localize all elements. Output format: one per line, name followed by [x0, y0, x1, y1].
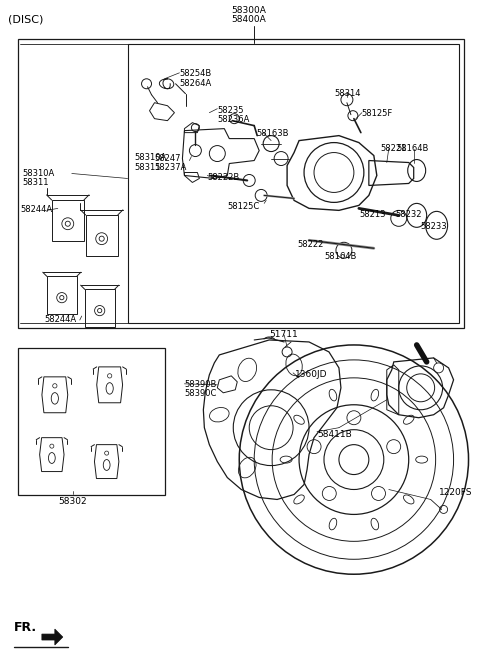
Text: 58244A: 58244A: [45, 315, 77, 324]
Text: 58302: 58302: [59, 498, 87, 507]
Text: 58411B: 58411B: [317, 430, 352, 439]
Text: (DISC): (DISC): [8, 15, 43, 25]
Text: 58247: 58247: [155, 154, 181, 163]
Text: 58314: 58314: [334, 89, 360, 98]
Text: FR.: FR.: [14, 621, 37, 634]
Text: 58125C: 58125C: [228, 202, 260, 212]
Text: 1360JD: 1360JD: [295, 370, 327, 379]
Text: 58236A: 58236A: [217, 115, 250, 124]
Text: 58237A: 58237A: [155, 163, 187, 171]
Text: 58235: 58235: [217, 105, 244, 115]
Text: 58221: 58221: [381, 144, 407, 153]
Text: 58310A: 58310A: [134, 152, 167, 161]
Text: 58264A: 58264A: [180, 79, 212, 88]
Text: 58233: 58233: [420, 222, 447, 231]
Text: 58254B: 58254B: [180, 69, 212, 78]
Text: 1220FS: 1220FS: [439, 488, 472, 496]
Text: 58222: 58222: [297, 241, 324, 249]
Text: 58311: 58311: [134, 163, 161, 171]
Polygon shape: [42, 629, 63, 645]
Bar: [18, 348, 166, 496]
Text: 58311: 58311: [22, 179, 48, 187]
Text: 58164B: 58164B: [324, 252, 356, 261]
Text: 58310A: 58310A: [22, 169, 54, 177]
Text: 58400A: 58400A: [231, 15, 266, 24]
Text: 58390B: 58390B: [184, 380, 217, 389]
Text: 58232: 58232: [396, 210, 422, 219]
Bar: [18, 39, 464, 328]
Text: 58125F: 58125F: [362, 109, 393, 118]
Text: 58300A: 58300A: [231, 6, 266, 15]
Text: 58163B: 58163B: [256, 129, 288, 138]
Text: 58213: 58213: [359, 210, 385, 219]
Text: 51711: 51711: [269, 330, 298, 339]
Bar: [128, 44, 458, 323]
Text: 58390C: 58390C: [184, 389, 217, 398]
Text: 58222B: 58222B: [207, 173, 240, 183]
Text: 58244A: 58244A: [20, 206, 52, 214]
Text: 58164B: 58164B: [397, 144, 429, 153]
